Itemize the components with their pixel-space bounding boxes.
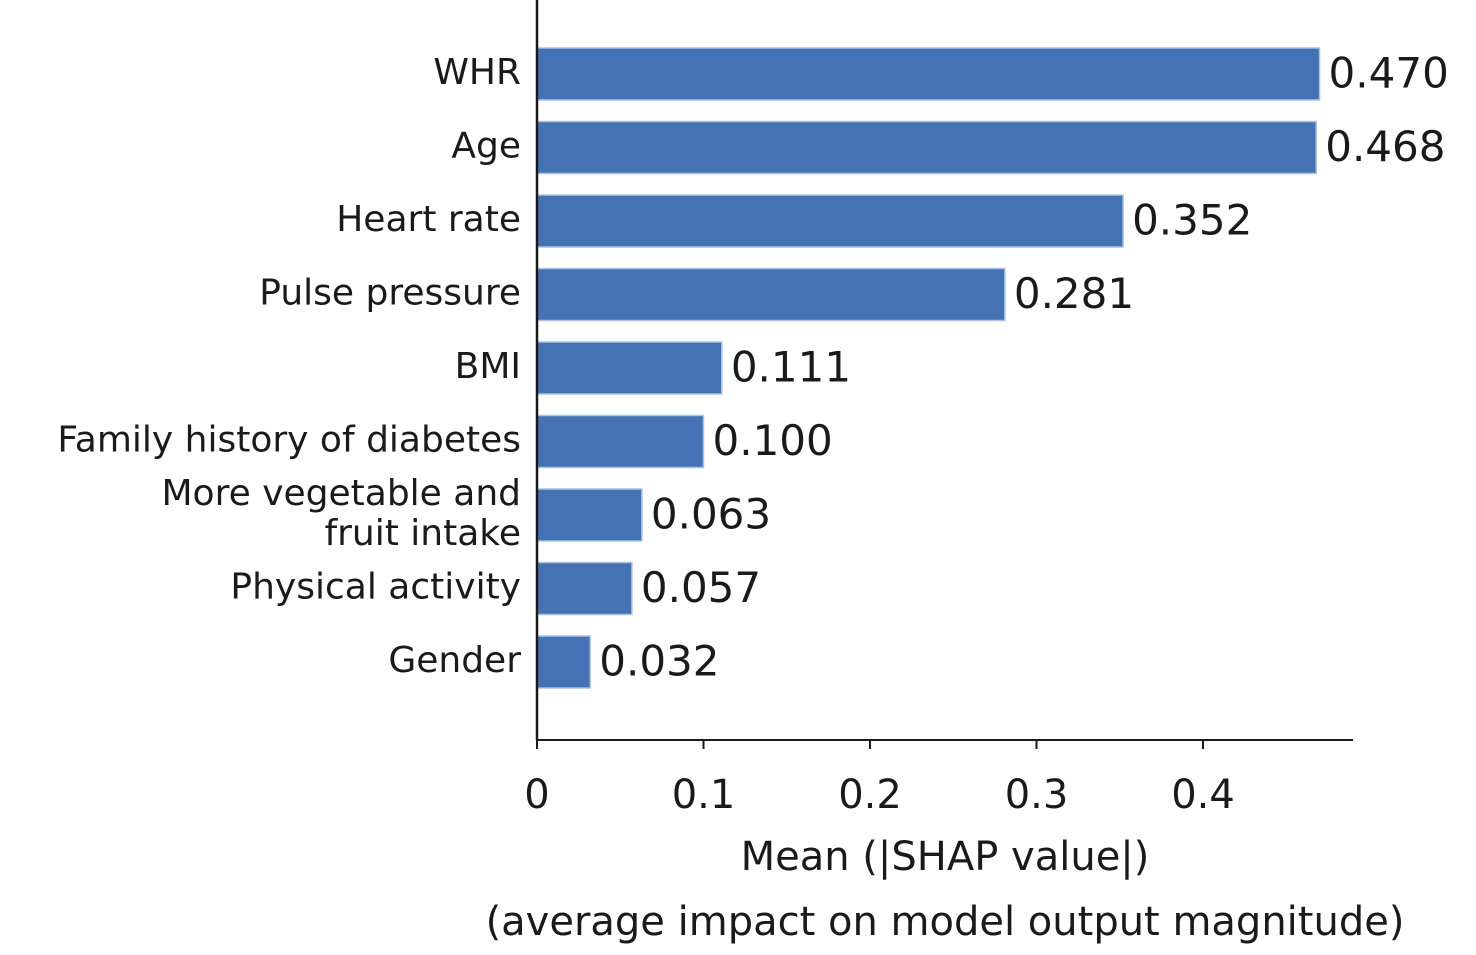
category-label: Heart rate [336, 199, 521, 240]
x-tick-label: 0.4 [1171, 772, 1235, 818]
bar [536, 120, 1317, 175]
bar [536, 635, 592, 689]
bar [536, 488, 643, 542]
value-label: 0.352 [1132, 196, 1252, 245]
category-label: Pulse pressure [259, 273, 521, 314]
category-label-line: Pulse pressure [259, 273, 521, 314]
category-label: BMI [455, 346, 521, 387]
category-labels-group: WHR Age Heart rate Pulse pressure BMI Family … [57, 52, 521, 681]
category-label-line: Physical activity [230, 567, 521, 608]
bar [536, 341, 723, 395]
x-tick-label: 0 [524, 772, 549, 818]
value-label: 0.063 [651, 490, 771, 539]
category-label-line: Family history of diabetes [57, 420, 521, 461]
bar [536, 561, 633, 616]
category-label: More vegetable and fruit intake [162, 473, 522, 554]
value-label: 0.100 [713, 416, 833, 465]
category-label: Family history of diabetes [57, 420, 521, 461]
bar [536, 414, 705, 469]
category-label-line: Gender [388, 640, 521, 681]
bar [536, 47, 1321, 101]
x-ticks-group: 0 0.1 0.2 0.3 0.4 [524, 740, 1235, 818]
category-label-line: Age [451, 126, 521, 167]
value-labels-group: 0.470 0.468 0.352 0.281 0.111 0.100 0.063 0.057… [599, 49, 1449, 686]
x-axis-subtitle: (average impact on model output magnitud… [486, 899, 1405, 945]
x-tick-label: 0.3 [1005, 772, 1069, 818]
category-label-line: fruit intake [324, 513, 521, 554]
value-label: 0.468 [1325, 122, 1445, 171]
bars-group [536, 47, 1321, 689]
category-label: Age [451, 126, 521, 167]
x-tick-label: 0.1 [672, 772, 736, 818]
category-label-line: More vegetable and [162, 473, 522, 514]
value-label: 0.111 [731, 343, 851, 392]
category-label-line: WHR [433, 52, 521, 93]
category-label: Gender [388, 640, 521, 681]
axes-group [535, 0, 1353, 741]
value-label: 0.470 [1329, 49, 1449, 98]
x-axis-title: Mean (|SHAP value|) [741, 834, 1150, 880]
value-label: 0.032 [599, 637, 719, 686]
value-label: 0.057 [641, 563, 761, 612]
category-label: WHR [433, 52, 521, 93]
category-label-line: Heart rate [336, 199, 521, 240]
category-label-line: BMI [455, 346, 521, 387]
bar [536, 267, 1006, 322]
bar [536, 194, 1124, 248]
value-label: 0.281 [1014, 269, 1134, 318]
x-tick-label: 0.2 [838, 772, 902, 818]
category-label: Physical activity [230, 567, 521, 608]
